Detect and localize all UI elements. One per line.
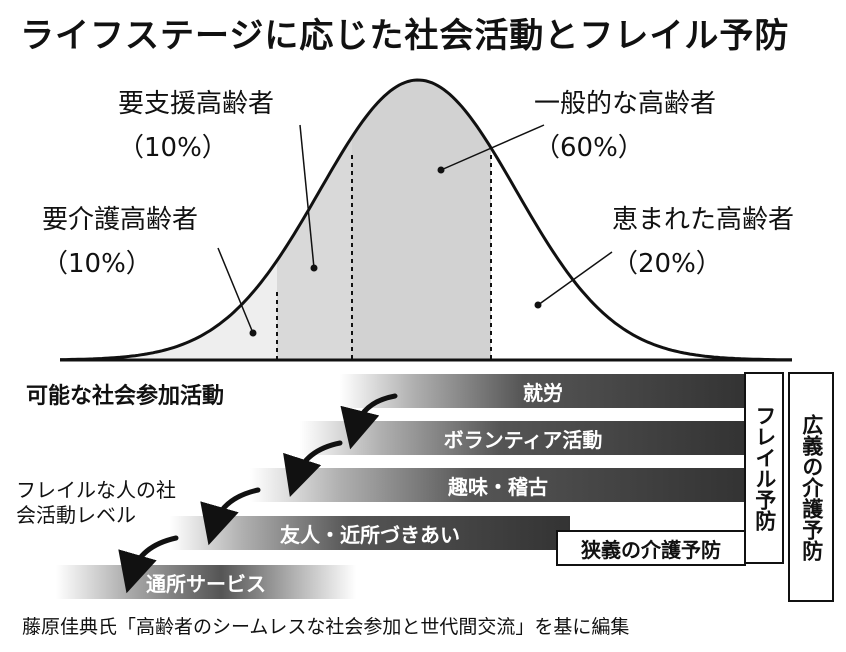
activity-label-volunteer: ボランティア活動 — [443, 427, 603, 452]
label-support-required-pct: （10%） — [118, 132, 228, 163]
activity-bar-hobby: 趣味・稽古 — [250, 468, 746, 502]
leader-support-required — [299, 124, 315, 269]
page-title: ライフステージに応じた社会活動とフレイル予防 — [20, 16, 790, 56]
activity-label-hobby: 趣味・稽古 — [448, 474, 548, 499]
label-care-required-pct: （10%） — [42, 248, 152, 279]
dot-support-required — [310, 264, 318, 272]
leader-privileged — [537, 251, 613, 306]
activity-bar-work: 就労 — [340, 374, 746, 408]
leader-general — [440, 124, 545, 171]
curved-arrow-1 — [340, 393, 398, 450]
curved-arrow-2 — [283, 440, 343, 498]
dot-care-required — [249, 329, 257, 337]
narrow-care-prevention-box: 狭義の介護予防 — [556, 530, 746, 566]
leader-care-required — [217, 247, 254, 334]
dot-general — [437, 166, 445, 174]
label-general-name: 一般的な高齢者 — [534, 89, 717, 119]
narrow-care-prevention-text: 狭義の介護予防 — [581, 537, 721, 562]
label-care-required: 要介護高齢者 （10%） — [42, 205, 199, 280]
label-general-pct: （60%） — [534, 132, 644, 163]
label-care-required-name: 要介護高齢者 — [42, 205, 199, 235]
broad-care-prevention-box: 広義の介護予防 — [788, 372, 834, 602]
activities-title: 可能な社会参加活動 — [26, 384, 225, 409]
frail-level-text: フレイルな人の社会活動レベル — [16, 478, 176, 527]
dot-privileged — [534, 301, 542, 309]
curved-arrow-4 — [118, 535, 179, 594]
activity-label-work: 就労 — [523, 380, 563, 405]
broad-care-prevention-text: 広義の介護予防 — [799, 413, 824, 561]
bell-curve-line — [60, 78, 792, 362]
label-privileged-name: 恵まれた高齢者 — [612, 205, 795, 235]
label-privileged-pct: （20%） — [612, 248, 722, 279]
activity-label-neighbors: 友人・近所づきあい — [280, 522, 460, 547]
label-support-required-name: 要支援高齢者 — [118, 89, 275, 119]
frail-level-label: フレイルな人の社会活動レベル — [16, 478, 182, 528]
curved-arrow-3 — [200, 487, 261, 546]
region-general — [352, 80, 491, 360]
activity-label-day-service: 通所サービス — [146, 571, 266, 596]
label-support-required: 要支援高齢者 （10%） — [118, 89, 275, 164]
frailty-prevention-box: フレイル予防 — [744, 372, 784, 564]
frailty-prevention-text: フレイル予防 — [752, 405, 777, 531]
bell-curve-diagram — [60, 78, 792, 362]
activity-bar-day-service: 通所サービス — [56, 565, 356, 599]
label-general: 一般的な高齢者 （60%） — [534, 89, 717, 164]
source-note: 藤原佳典氏「高齢者のシームレスな社会参加と世代間交流」を基に編集 — [22, 616, 630, 638]
label-privileged: 恵まれた高齢者 （20%） — [612, 205, 795, 280]
